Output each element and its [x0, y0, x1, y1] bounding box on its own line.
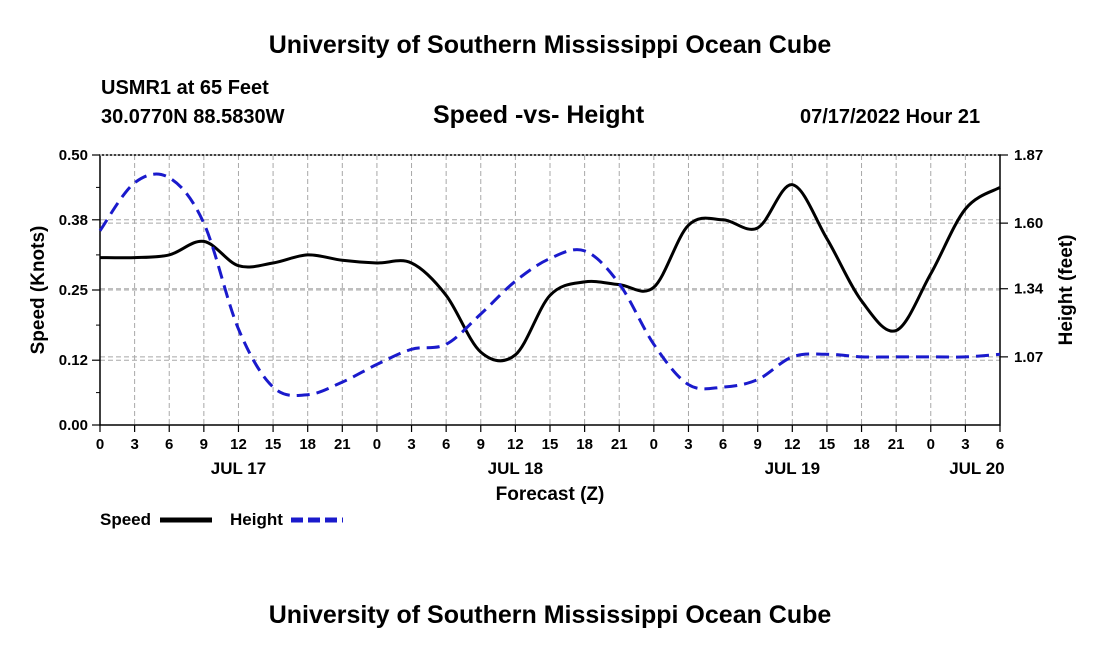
date-label: JUL 20: [949, 459, 1004, 478]
x-tick-label: 6: [442, 436, 450, 453]
y-tick-label-right: 1.07: [1014, 349, 1043, 366]
x-tick-label: 3: [684, 436, 692, 453]
x-tick-label: 6: [719, 436, 727, 453]
y-tick-label-left: 0.25: [59, 282, 88, 299]
y-tick-label-right: 1.60: [1014, 215, 1043, 232]
x-tick-label: 15: [542, 436, 559, 453]
forecast-datetime: 07/17/2022 Hour 21: [800, 106, 981, 128]
y-tick-label-right: 1.87: [1014, 147, 1043, 164]
x-tick-label: 0: [373, 436, 381, 453]
x-axis-title: Forecast (Z): [496, 484, 605, 505]
x-tick-label: 18: [853, 436, 870, 453]
y-axis-title-right: Height (feet): [1056, 235, 1077, 346]
date-label: JUL 19: [765, 459, 820, 478]
y-tick-label-right: 1.34: [1014, 281, 1044, 298]
x-tick-label: 6: [165, 436, 173, 453]
x-tick-label: 15: [265, 436, 282, 453]
x-tick-label: 9: [200, 436, 208, 453]
x-tick-label: 0: [650, 436, 658, 453]
chart-subtitle: Speed -vs- Height: [433, 101, 645, 129]
x-tick-label: 0: [96, 436, 104, 453]
x-tick-label: 3: [130, 436, 138, 453]
date-label: JUL 17: [211, 459, 266, 478]
x-tick-label: 21: [334, 436, 351, 453]
series-line-height: [98, 172, 1001, 398]
grid-lines: [100, 155, 1000, 425]
x-tick-label: 21: [888, 436, 905, 453]
y-axis-title-left: Speed (Knots): [28, 226, 49, 355]
axis-labels: 0 3 6 9 12 15 18 21 0 3 6 9 12 15 18 21 0 3 6 9 12 15 18 21 0 3 6 0…: [59, 147, 1044, 478]
x-tick-label: 12: [784, 436, 801, 453]
x-tick-label: 3: [407, 436, 415, 453]
x-tick-label: 3: [961, 436, 969, 453]
x-tick-label: 18: [299, 436, 316, 453]
x-tick-label: 15: [819, 436, 836, 453]
footer-title: University of Southern Mississippi Ocean…: [268, 601, 832, 629]
y-tick-label-left: 0.00: [59, 417, 88, 434]
y-tick-label-left: 0.50: [59, 147, 88, 164]
x-tick-label: 12: [230, 436, 247, 453]
coordinates-label: 30.0770N 88.5830W: [101, 106, 285, 128]
x-tick-label: 12: [507, 436, 524, 453]
date-label: JUL 18: [488, 459, 543, 478]
y-tick-label-left: 0.38: [59, 212, 88, 229]
x-tick-label: 9: [477, 436, 485, 453]
legend-speed-label: Speed: [100, 510, 152, 529]
legend-height-label: Height: [230, 510, 283, 529]
axis-ticks: [92, 154, 1008, 432]
page-title: University of Southern Mississippi Ocean…: [268, 31, 832, 59]
series-line-speed: [99, 183, 1001, 363]
x-tick-label: 18: [576, 436, 593, 453]
x-tick-label: 21: [611, 436, 628, 453]
x-tick-label: 6: [996, 436, 1004, 453]
x-tick-label: 9: [754, 436, 762, 453]
series-lines: [98, 172, 1001, 398]
station-label: USMR1 at 65 Feet: [101, 77, 269, 99]
y-tick-label-left: 0.12: [59, 352, 88, 369]
x-tick-label: 0: [927, 436, 935, 453]
